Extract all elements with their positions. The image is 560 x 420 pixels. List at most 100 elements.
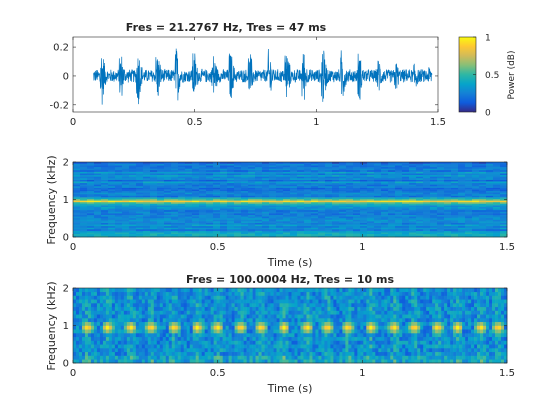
spectrogram-1-cell bbox=[444, 209, 452, 212]
spectrogram-2-cell bbox=[204, 325, 208, 330]
spectrogram-1-cell bbox=[206, 211, 214, 214]
spectrogram-1-cell bbox=[262, 211, 270, 214]
spectrogram-2-cell bbox=[303, 288, 307, 293]
spectrogram-1-cell bbox=[290, 185, 298, 188]
spectrogram-1-cell bbox=[262, 189, 270, 192]
spectrogram-1-cell bbox=[416, 209, 424, 212]
spectrogram-1-cell bbox=[500, 233, 508, 236]
spectrogram-1-cell bbox=[80, 214, 88, 217]
spectrogram-1-cell bbox=[444, 179, 452, 182]
spectrogram-2-cell bbox=[360, 348, 364, 353]
spectrogram-2-cell bbox=[147, 348, 152, 353]
spectrogram-1-cell bbox=[458, 224, 466, 227]
spectrogram-1-cell bbox=[395, 190, 403, 193]
spectrogram-1-cell bbox=[297, 166, 305, 169]
spectrogram-1-cell bbox=[402, 189, 410, 192]
spectrogram-1-cell bbox=[129, 197, 137, 200]
spectrogram-2-cell bbox=[198, 299, 202, 304]
spectrogram-1-cell bbox=[290, 222, 298, 225]
spectrogram-1-cell bbox=[157, 171, 165, 174]
spectrogram-2-cell bbox=[339, 348, 343, 353]
spectrogram-1-cell bbox=[388, 192, 396, 195]
spectrogram-2-cell bbox=[171, 288, 176, 293]
spectrogram-2-cell bbox=[234, 306, 238, 311]
spectrogram-1-cell bbox=[269, 209, 277, 212]
spectrogram-1-cell bbox=[269, 217, 277, 220]
spectrogram-1-cell bbox=[444, 198, 452, 201]
spectrogram-1-cell bbox=[255, 205, 263, 207]
spectrogram-1-cell bbox=[185, 233, 193, 236]
spectrogram-1-cell bbox=[206, 200, 214, 203]
spectrogram-2-cell bbox=[162, 344, 167, 349]
spectrogram-2-cell bbox=[111, 333, 116, 338]
spectrogram-2-cell bbox=[330, 333, 334, 338]
spectrogram-1-cell bbox=[493, 214, 501, 217]
spectrogram-2-cell bbox=[90, 351, 95, 356]
spectrogram-2-cell bbox=[147, 321, 152, 326]
spectrogram-2-cell bbox=[195, 288, 200, 293]
spectrogram-1-cell bbox=[108, 235, 116, 238]
spectrogram-1-cell bbox=[178, 162, 186, 164]
spectrogram-2-cell bbox=[171, 318, 176, 323]
spectrogram-2-cell bbox=[135, 299, 140, 304]
spectrogram-2-cell bbox=[117, 333, 122, 338]
spectrogram-1-cell bbox=[234, 225, 242, 228]
spectrogram-2-cell bbox=[192, 325, 197, 330]
spectrogram-2-cell bbox=[159, 299, 164, 304]
spectrogram-1-cell bbox=[325, 208, 333, 211]
spectrogram-1-cell bbox=[367, 173, 375, 176]
spectrogram-1-cell bbox=[388, 229, 396, 231]
spectrogram-1-cell bbox=[318, 205, 326, 207]
spectrogram-1-ylabel: Frequency (kHz) bbox=[45, 155, 58, 244]
spectrogram-2-cell bbox=[96, 299, 101, 304]
spectrogram-1-cell bbox=[73, 177, 81, 180]
spectrogram-2-cell bbox=[291, 333, 295, 338]
spectrogram-2-cell bbox=[75, 314, 80, 319]
spectrogram-2-cell bbox=[366, 310, 370, 315]
spectrogram-1-cell bbox=[276, 205, 284, 207]
spectrogram-1-cell bbox=[115, 179, 123, 182]
spectrogram-1-cell bbox=[325, 229, 333, 231]
spectrogram-2-cell bbox=[144, 314, 149, 319]
spectrogram-2-cell bbox=[339, 314, 343, 319]
spectrogram-1-cell bbox=[297, 182, 305, 185]
spectrogram-1-cell bbox=[353, 169, 361, 172]
spectrogram-1-cell bbox=[171, 182, 179, 185]
spectrogram-1-cell bbox=[423, 165, 431, 168]
spectrogram-2-cell bbox=[312, 329, 316, 334]
spectrogram-1-cell bbox=[199, 209, 207, 212]
spectrogram-1-cell bbox=[199, 166, 207, 169]
spectrogram-2-cell bbox=[279, 351, 283, 356]
spectrogram-2-cell bbox=[255, 303, 259, 308]
spectrogram-2-cell bbox=[279, 321, 283, 326]
spectrogram-2-cell bbox=[336, 333, 340, 338]
spectrogram-2-cell bbox=[87, 306, 92, 311]
spectrogram-2-cell bbox=[126, 325, 131, 330]
spectrogram-1-cell bbox=[108, 165, 116, 168]
spectrogram-1-cell bbox=[353, 229, 361, 231]
spectrogram-1-cell bbox=[248, 233, 256, 236]
spectrogram-1-cell bbox=[87, 200, 95, 203]
spectrogram-1-cell bbox=[108, 216, 116, 219]
spectrogram-2-cell bbox=[93, 314, 98, 319]
spectrogram-1-cell bbox=[346, 169, 354, 172]
spectrogram-1-cell bbox=[276, 232, 284, 235]
spectrogram-1-cell bbox=[297, 232, 305, 235]
spectrogram-1-cell bbox=[465, 168, 473, 171]
spectrogram-1-cell bbox=[283, 222, 291, 225]
spectrogram-1-cell bbox=[311, 211, 319, 214]
spectrogram-1-cell bbox=[178, 221, 186, 223]
spectrogram-1-cell bbox=[332, 229, 340, 231]
spectrogram-1-cell bbox=[479, 225, 487, 228]
spectrogram-1-cell bbox=[115, 230, 123, 233]
spectrogram-1-cell bbox=[318, 169, 326, 172]
spectrogram-1-cell bbox=[192, 184, 200, 187]
spectrogram-2-cell bbox=[162, 295, 167, 300]
spectrogram-1-cell bbox=[199, 205, 207, 207]
spectrogram-1-cell bbox=[171, 197, 179, 200]
spectrogram-1-cell bbox=[143, 176, 151, 179]
spectrogram-1-cell bbox=[199, 224, 207, 227]
spectrogram-1-cell bbox=[80, 179, 88, 182]
spectrogram-2-cell bbox=[324, 333, 328, 338]
spectrogram-1-cell bbox=[500, 200, 508, 203]
